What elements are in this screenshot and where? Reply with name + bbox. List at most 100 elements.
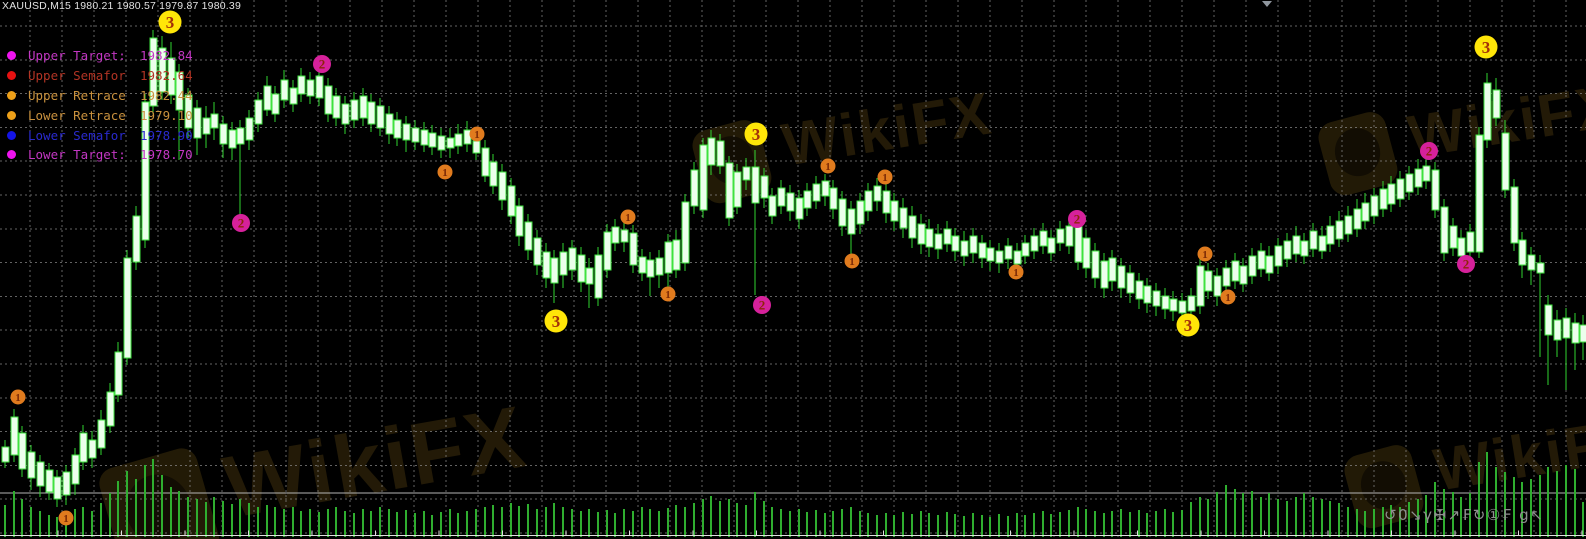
semafor-3-marker: 3 — [1474, 35, 1498, 59]
candle — [385, 113, 394, 135]
chart-shift-arrow-icon[interactable] — [1262, 1, 1272, 7]
candle — [1361, 202, 1370, 222]
candle — [1056, 228, 1065, 244]
candle — [542, 251, 551, 279]
candle — [1152, 290, 1161, 307]
semafor-2-marker: 2 — [1068, 210, 1086, 228]
candle — [123, 257, 132, 359]
svg-text:1: 1 — [1225, 292, 1231, 304]
candle — [1, 446, 10, 463]
svg-text:1: 1 — [1202, 249, 1208, 261]
legend-dot-icon — [7, 150, 16, 160]
candle — [1405, 173, 1414, 193]
candle — [489, 161, 498, 187]
candle — [1169, 298, 1178, 312]
candle — [1021, 242, 1030, 257]
legend-label: Upper Semafor — [28, 68, 126, 84]
candle — [1492, 89, 1501, 119]
candle — [864, 190, 873, 212]
candle — [725, 162, 734, 219]
svg-text:2: 2 — [1074, 212, 1081, 227]
candle — [899, 207, 908, 229]
candle — [568, 247, 577, 271]
candle — [324, 85, 333, 115]
candle — [707, 137, 716, 166]
candle — [1544, 304, 1553, 336]
candle — [1457, 237, 1466, 257]
candle — [106, 391, 115, 427]
candle — [1353, 208, 1362, 230]
candle — [149, 37, 158, 107]
svg-text:3: 3 — [552, 312, 561, 331]
candle — [1414, 168, 1423, 188]
candle — [821, 180, 830, 197]
legend-label: Lower Retrace — [28, 107, 126, 123]
candle — [297, 75, 306, 95]
legend-dot-icon — [7, 51, 16, 61]
candle — [114, 351, 123, 396]
legend-item-upper-retrace: Upper Retrace 1982.44 — [7, 86, 193, 106]
svg-text:1: 1 — [665, 289, 671, 301]
candle — [1370, 195, 1379, 217]
candle — [341, 103, 350, 125]
candle — [1187, 295, 1196, 312]
candle — [18, 432, 27, 470]
candle — [733, 171, 742, 208]
candle — [611, 226, 620, 244]
svg-text:1: 1 — [63, 513, 69, 525]
candle — [97, 419, 106, 449]
candle — [829, 187, 838, 210]
candle — [1265, 255, 1274, 274]
semafor-1-marker: 1 — [469, 126, 485, 142]
candle — [856, 200, 865, 225]
legend-item-upper-target: Upper Target: 1982.84 — [7, 46, 193, 66]
candle — [559, 251, 568, 276]
candle — [359, 95, 368, 119]
candle — [1422, 165, 1431, 182]
chart-title-ohlc: XAUUSD,M15 1980.21 1980.57 1979.87 1980.… — [2, 0, 241, 12]
semafor-2-marker: 2 — [753, 296, 771, 314]
candle — [1126, 272, 1135, 294]
candle — [271, 93, 280, 115]
time-axis[interactable] — [0, 530, 1586, 536]
candle — [393, 119, 402, 139]
semafor-1-marker: 1 — [58, 510, 74, 526]
candle — [699, 144, 708, 211]
candle — [978, 242, 987, 259]
semafor-1-marker: 1 — [1008, 264, 1024, 280]
candle — [1440, 206, 1449, 254]
candle — [175, 71, 184, 111]
candle — [498, 171, 507, 201]
candle — [45, 469, 54, 493]
candle — [1257, 250, 1266, 270]
candle — [585, 267, 594, 285]
candle — [280, 79, 289, 101]
candle — [472, 140, 481, 154]
candle — [1553, 319, 1562, 341]
candle — [1326, 225, 1335, 245]
legend-label: Lower Semafor — [28, 127, 126, 143]
legend-item-lower-semafor: Lower Semafor 1978.90 — [7, 125, 193, 145]
legend-item-lower-target: Lower Target: 1978.70 — [7, 145, 193, 165]
semafor-3-marker: 3 — [744, 122, 768, 146]
semafor-3-marker: 3 — [544, 309, 568, 333]
candle — [158, 47, 167, 93]
legend-dot-icon — [7, 110, 16, 120]
candle — [777, 187, 786, 207]
semafor-1-marker: 1 — [1220, 289, 1236, 305]
candle — [594, 254, 603, 299]
candle — [263, 85, 272, 111]
semafor-1-marker: 1 — [820, 158, 836, 174]
candle — [1239, 265, 1248, 285]
candle — [1100, 260, 1109, 289]
candle — [1527, 254, 1536, 271]
candle — [890, 200, 899, 222]
candle — [1335, 220, 1344, 240]
candle — [533, 237, 542, 266]
candle — [1379, 188, 1388, 210]
candle — [847, 208, 856, 235]
candle — [934, 233, 943, 250]
candle — [428, 132, 437, 148]
